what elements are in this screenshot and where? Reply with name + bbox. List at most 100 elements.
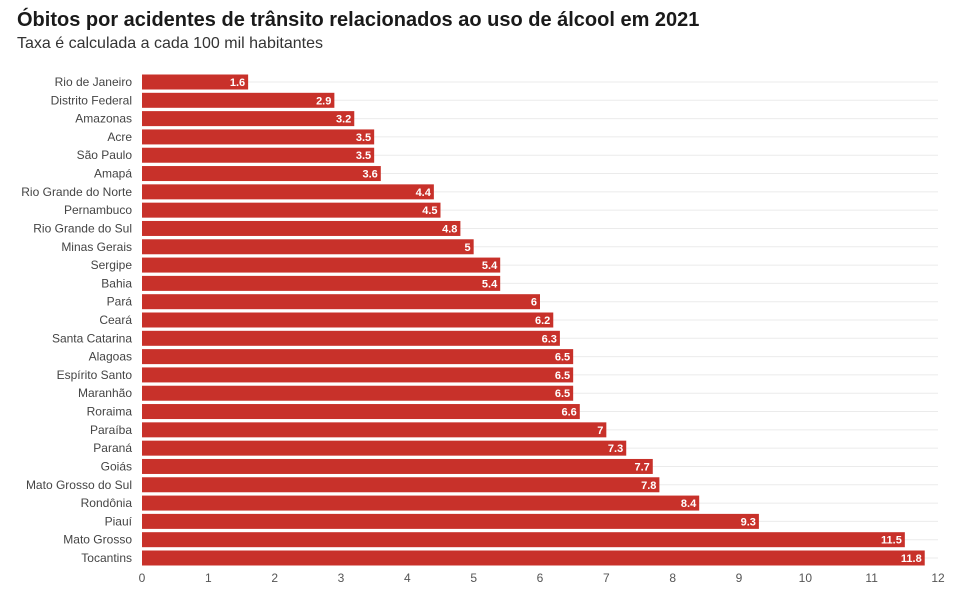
bar — [142, 275, 501, 291]
x-tick-label: 1 — [205, 571, 212, 585]
bar — [142, 367, 574, 383]
bar — [142, 129, 375, 145]
bar — [142, 239, 474, 255]
data-label: 7.7 — [634, 461, 649, 473]
category-label: Alagoas — [89, 350, 132, 364]
x-tick-label: 12 — [931, 571, 945, 585]
data-label: 3.6 — [363, 169, 378, 181]
bar — [142, 495, 700, 511]
category-label: Acre — [107, 130, 132, 144]
category-label: Goiás — [101, 459, 132, 473]
category-label: Paraná — [93, 441, 132, 455]
category-label: Rio Grande do Norte — [21, 185, 132, 199]
category-label: Bahia — [101, 276, 132, 290]
category-label: Minas Gerais — [61, 240, 132, 254]
data-label: 7.8 — [641, 480, 656, 492]
x-tick-label: 6 — [537, 571, 544, 585]
category-label: Sergipe — [91, 258, 133, 272]
data-labels: 1.6 2.9 3.2 3.5 3.5 3.6 4.4 4.5 4.8 5 5.4 5.4 6 6.2 6.… — [230, 77, 922, 565]
category-labels: Rio de Janeiro Distrito Federal Amazonas Ac… — [21, 75, 132, 565]
x-tick-label: 0 — [139, 571, 146, 585]
category-label: Piauí — [105, 514, 133, 528]
category-label: Distrito Federal — [51, 93, 132, 107]
data-label: 6.5 — [555, 352, 570, 364]
bar — [142, 312, 554, 328]
chart-title: Óbitos por acidentes de trânsito relacio… — [17, 9, 700, 31]
data-label: 1.6 — [230, 77, 245, 89]
bar — [142, 404, 580, 420]
data-label: 8.4 — [681, 498, 697, 510]
bar — [142, 477, 660, 493]
category-label: Ceará — [99, 313, 132, 327]
data-label: 4.8 — [442, 223, 457, 235]
bar — [142, 220, 461, 236]
bar — [142, 111, 355, 127]
bar — [142, 294, 540, 310]
data-label: 6.6 — [562, 407, 577, 419]
data-label: 3.2 — [336, 114, 351, 126]
category-label: Santa Catarina — [52, 331, 132, 345]
bar — [142, 513, 759, 529]
data-label: 6 — [531, 297, 537, 309]
bar — [142, 440, 627, 456]
data-label: 6.5 — [555, 370, 570, 382]
bar — [142, 458, 653, 474]
x-tick-label: 8 — [669, 571, 676, 585]
data-label: 5.4 — [482, 278, 498, 290]
category-label: Rio Grande do Sul — [33, 221, 132, 235]
bar — [142, 385, 574, 401]
bar — [142, 349, 574, 365]
bar — [142, 257, 501, 273]
data-label: 3.5 — [356, 150, 371, 162]
data-label: 6.2 — [535, 315, 550, 327]
category-label: Pará — [107, 295, 133, 309]
data-label: 11.5 — [881, 535, 902, 547]
bar — [142, 202, 441, 218]
category-label: São Paulo — [77, 148, 133, 162]
data-label: 7.3 — [608, 443, 623, 455]
category-label: Tocantins — [81, 551, 132, 565]
bar — [142, 422, 607, 438]
category-label: Mato Grosso — [63, 533, 132, 547]
category-label: Maranhão — [78, 386, 132, 400]
bar — [142, 166, 381, 182]
data-label: 7 — [597, 425, 603, 437]
x-tick-label: 4 — [404, 571, 411, 585]
data-label: 3.5 — [356, 132, 371, 144]
category-label: Espírito Santo — [57, 368, 133, 382]
chart-subtitle: Taxa é calculada a cada 100 mil habitant… — [17, 35, 323, 52]
x-tick-label: 3 — [338, 571, 345, 585]
category-label: Mato Grosso do Sul — [26, 478, 132, 492]
category-label: Amazonas — [75, 112, 132, 126]
x-tick-label: 9 — [736, 571, 743, 585]
data-label: 4.4 — [416, 187, 432, 199]
data-label: 2.9 — [316, 95, 331, 107]
bar — [142, 147, 375, 163]
category-label: Roraima — [87, 405, 133, 419]
data-label: 5 — [465, 242, 471, 254]
category-label: Rondônia — [81, 496, 133, 510]
category-label: Amapá — [94, 167, 132, 181]
data-label: 11.8 — [901, 553, 922, 565]
x-tick-label: 10 — [799, 571, 813, 585]
category-label: Pernambuco — [64, 203, 132, 217]
x-tick-label: 7 — [603, 571, 610, 585]
bar — [142, 330, 560, 346]
x-tick-label: 5 — [470, 571, 477, 585]
data-label: 9.3 — [741, 516, 756, 528]
x-tick-label: 11 — [865, 571, 878, 585]
bar — [142, 550, 925, 566]
data-label: 4.5 — [422, 205, 437, 217]
bars — [142, 74, 925, 566]
bar — [142, 92, 335, 108]
data-label: 6.5 — [555, 388, 570, 400]
x-axis-ticks: 0 1 2 3 4 5 6 7 8 9 10 11 12 — [139, 571, 945, 585]
x-tick-label: 2 — [271, 571, 278, 585]
data-label: 6.3 — [542, 333, 557, 345]
bar — [142, 532, 905, 548]
category-label: Rio de Janeiro — [55, 75, 133, 89]
bar — [142, 184, 434, 200]
data-label: 5.4 — [482, 260, 498, 272]
category-label: Paraíba — [90, 423, 132, 437]
